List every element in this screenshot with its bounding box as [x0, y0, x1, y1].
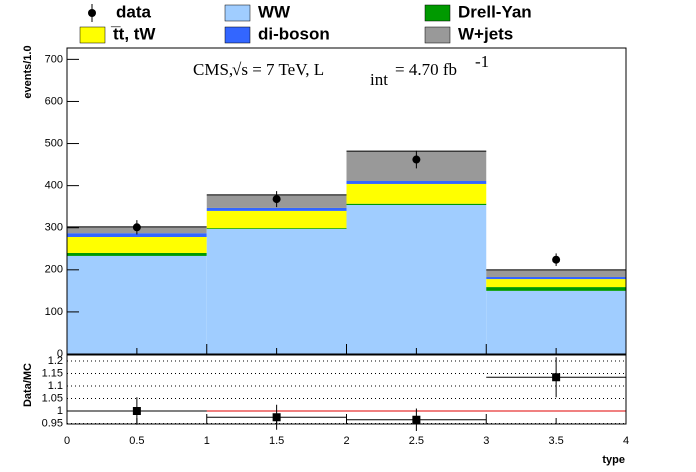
annotation: √s = 7 TeV, L: [232, 60, 324, 79]
y-tick-label: 1.15: [42, 367, 63, 379]
annotation: -1: [475, 52, 489, 71]
ratio-point: [552, 373, 561, 382]
stack-segment: [67, 252, 207, 256]
legend-swatch: [224, 4, 251, 22]
x-tick-label: 3: [483, 435, 489, 447]
x-tick-label: 1: [204, 435, 210, 447]
stack-segment: [486, 276, 626, 280]
stack-segment: [486, 290, 626, 354]
y-tick-label: 0.95: [42, 417, 63, 429]
y-tick-label: 1.1: [48, 380, 63, 392]
x-tick-label: 0: [64, 435, 70, 447]
x-tick-label: 2.5: [409, 435, 424, 447]
stack-segment: [486, 279, 626, 288]
y-tick-label: 400: [45, 180, 63, 192]
stack-segment: [206, 228, 347, 229]
data-point: [272, 195, 281, 204]
annotation: int: [370, 70, 388, 89]
annotation: CMS,: [193, 60, 233, 79]
y-tick-label: 1.05: [42, 392, 63, 404]
y-tick-label: 300: [45, 222, 63, 234]
stack-segment: [346, 181, 487, 184]
y-tick-label: 700: [45, 53, 63, 65]
legend-swatch: [224, 26, 251, 44]
legend-label: W+jets: [458, 24, 513, 43]
ratio-axis-title: Data/MC: [22, 363, 34, 407]
stack-segment: [206, 210, 347, 229]
data-point: [132, 223, 141, 232]
stack-segment: [486, 269, 626, 277]
stack-segment: [67, 236, 207, 253]
stack-segment: [346, 203, 487, 205]
stack-segment: [206, 207, 347, 211]
legend-label: di-boson: [258, 24, 330, 43]
data-point: [552, 255, 561, 264]
y-tick-label: 100: [45, 306, 63, 318]
legend-swatch: [424, 4, 451, 22]
y-tick-label: 1.2: [48, 355, 63, 367]
x-tick-label: 1.5: [269, 435, 284, 447]
annotation: = 4.70 fb: [395, 60, 457, 79]
stack-segment: [346, 183, 487, 204]
y-axis-title: events/1.0: [22, 45, 34, 98]
stack-segment: [67, 255, 207, 354]
y-tick-label: 1: [57, 405, 63, 417]
x-tick-label: 2: [343, 435, 349, 447]
stack-segment: [346, 204, 487, 354]
stack-segment: [486, 287, 626, 291]
legend-label: t̅t, tW: [111, 24, 157, 43]
x-axis-title: type: [602, 454, 625, 466]
legend-label: Drell-Yan: [458, 2, 532, 21]
data-point: [412, 155, 421, 164]
legend-label: data: [116, 2, 152, 21]
legend-swatch: [424, 26, 451, 44]
ratio-point: [272, 413, 281, 422]
plot-frame: [66, 354, 627, 425]
x-tick-label: 4: [623, 435, 629, 447]
y-tick-label: 600: [45, 95, 63, 107]
legend-swatch: [79, 26, 106, 44]
x-tick-label: 0.5: [129, 435, 144, 447]
stack-segment: [67, 233, 207, 237]
y-tick-label: 500: [45, 137, 63, 149]
x-tick-label: 3.5: [548, 435, 563, 447]
legend-label: WW: [258, 2, 291, 21]
y-tick-label: 0: [57, 348, 63, 360]
ratio-point: [132, 407, 141, 415]
stack-segment: [206, 228, 347, 354]
y-tick-label: 200: [45, 264, 63, 276]
